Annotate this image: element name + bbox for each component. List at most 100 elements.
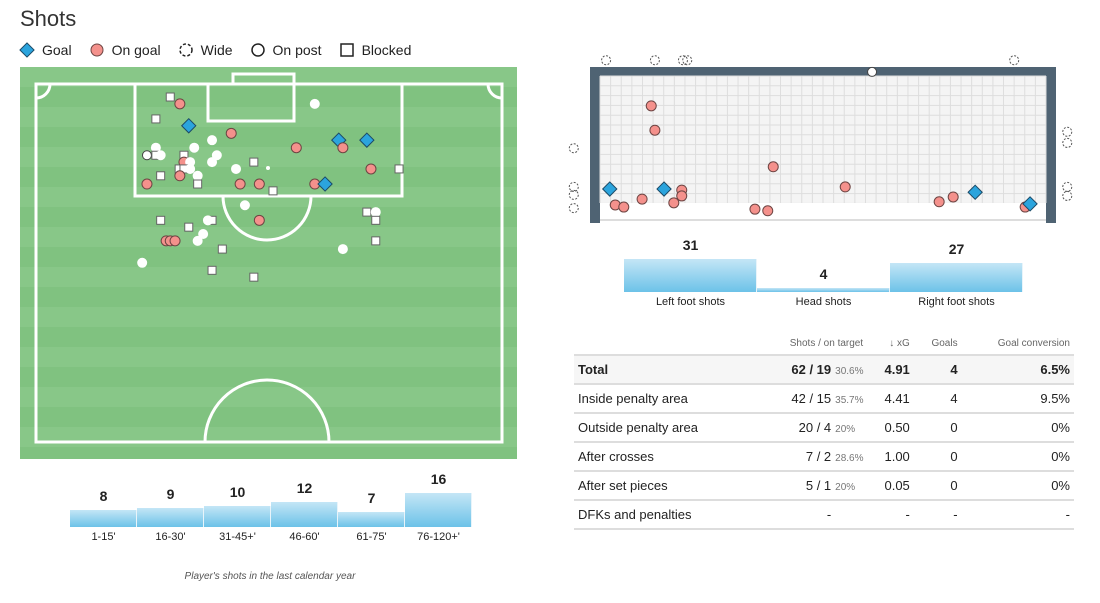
shot-marker-wide <box>192 170 203 181</box>
on-target-pct: 28.6% <box>835 453 864 464</box>
body-part-value: 31 <box>682 237 699 253</box>
on-icon <box>90 43 104 57</box>
on-target-pct: 20% <box>835 424 856 435</box>
conversion-cell: 6.5% <box>961 354 1074 384</box>
shots-table: Shots / on target ↓ xG Goals Goal conver… <box>574 332 1074 530</box>
pitch-stripe <box>20 427 517 447</box>
shot-marker-blocked <box>217 244 227 254</box>
shot-marker-on <box>676 190 688 202</box>
shot-marker-blocked <box>156 215 166 225</box>
shot-marker-goal <box>967 184 983 200</box>
table-row: Inside penalty area 42 / 15 35.7% 4.41 4 … <box>574 383 1074 413</box>
shot-marker-on <box>253 214 265 226</box>
goals-cell: - <box>913 499 962 530</box>
time-label: 16-30' <box>155 531 186 543</box>
legend-label: Blocked <box>361 42 412 58</box>
xg-cell: 0.05 <box>867 470 914 500</box>
time-value: 10 <box>229 483 246 500</box>
xg-cell: 0.50 <box>867 412 914 442</box>
pitch-stripe <box>20 247 517 267</box>
shot-marker-goal <box>656 181 672 197</box>
col-header-xg[interactable]: ↓ xG <box>889 337 910 349</box>
shots-value: 62 / 19 <box>791 362 832 377</box>
shot-marker-blocked <box>249 272 259 282</box>
shot-marker-wide <box>682 55 693 66</box>
pitch-stripe <box>20 167 517 187</box>
legend-item-post[interactable]: On post <box>249 41 322 59</box>
goals-cell: 4 <box>913 354 962 384</box>
on-target-pct: 20% <box>835 482 856 493</box>
shot-marker-post <box>867 66 878 77</box>
shots-cell: 62 / 19 30.6% <box>753 354 868 384</box>
body-part-label: Head shots <box>795 296 852 308</box>
shot-marker-on <box>337 142 349 154</box>
shot-marker-on <box>749 203 761 215</box>
shot-marker-wide <box>568 181 579 192</box>
shot-marker-blocked <box>371 236 381 246</box>
time-bar <box>204 505 271 527</box>
pitch-stripe <box>20 447 517 459</box>
penalty-spot <box>266 166 270 170</box>
corner-arc <box>486 83 503 100</box>
shot-marker-blocked <box>362 207 372 217</box>
body-part-bar <box>890 263 1023 292</box>
shot-marker-blocked <box>371 215 381 225</box>
wide-icon <box>178 43 193 57</box>
col-header-goals[interactable]: Goals <box>931 337 958 349</box>
pitch-stripe <box>20 67 517 87</box>
shot-marker-blocked <box>156 171 166 181</box>
shots-cell: 20 / 4 20% <box>753 412 868 442</box>
shot-marker-wide <box>192 235 203 246</box>
shot-marker-blocked <box>165 92 175 102</box>
body-part-label: Right foot shots <box>918 296 995 308</box>
time-label: 61-75' <box>356 531 387 543</box>
shot-marker-wide <box>211 150 222 161</box>
shot-marker-wide <box>568 203 579 214</box>
shot-marker-wide <box>1062 190 1073 201</box>
goals-cell: 0 <box>913 412 962 442</box>
on-target-pct: 35.7% <box>835 395 864 406</box>
shot-marker-on <box>649 124 661 136</box>
chart-caption: Player's shots in the last calendar year <box>184 571 356 582</box>
legend-item-on[interactable]: On goal <box>88 41 161 59</box>
time-value: 16 <box>430 471 447 487</box>
time-label: 46-60' <box>289 531 320 543</box>
table-row: Outside penalty area 20 / 4 20% 0.50 0 0% <box>574 412 1074 442</box>
goals-cell: 0 <box>913 441 962 471</box>
shots-value: 20 / 4 <box>798 420 832 435</box>
pitch-stripe <box>20 287 517 307</box>
col-header-conversion[interactable]: Goal conversion <box>997 337 1070 349</box>
pitch-stripe <box>20 147 517 167</box>
shot-marker-wide <box>337 244 348 255</box>
shot-marker-on <box>933 196 945 208</box>
time-label: 1-15' <box>91 531 116 543</box>
body-part-bar <box>757 287 890 292</box>
pitch-stripe <box>20 227 517 247</box>
shot-marker-on <box>234 178 246 190</box>
shot-marker-on <box>636 193 648 205</box>
shot-marker-wide <box>568 143 579 154</box>
shots-value: 42 / 15 <box>791 391 832 406</box>
shot-marker-on <box>645 100 657 112</box>
center-circle <box>203 378 331 443</box>
conversion-cell: 0% <box>961 441 1074 471</box>
row-label: After set pieces <box>574 470 754 500</box>
row-label: Inside penalty area <box>574 383 754 413</box>
col-header-shots[interactable]: Shots / on target <box>789 337 864 349</box>
goal-icon <box>19 42 35 58</box>
legend-item-blocked[interactable]: Blocked <box>338 41 412 59</box>
shots-cell: 42 / 15 35.7% <box>753 383 868 413</box>
time-value: 9 <box>166 485 175 502</box>
goals-cell: 4 <box>913 383 962 413</box>
legend-item-goal[interactable]: Goal <box>18 41 72 59</box>
page-title: Shots <box>20 6 77 31</box>
goals-cell: 0 <box>913 470 962 500</box>
shot-marker-wide <box>189 142 200 153</box>
legend-item-wide[interactable]: Wide <box>177 41 233 59</box>
time-value: 7 <box>367 490 376 507</box>
table-row: After set pieces 5 / 1 20% 0.05 0 0% <box>574 470 1074 500</box>
shot-marker-goal <box>1022 196 1038 212</box>
shot-marker-goal <box>317 176 333 192</box>
shots-cell: 5 / 1 20% <box>753 470 868 500</box>
shot-marker-post <box>141 150 152 161</box>
